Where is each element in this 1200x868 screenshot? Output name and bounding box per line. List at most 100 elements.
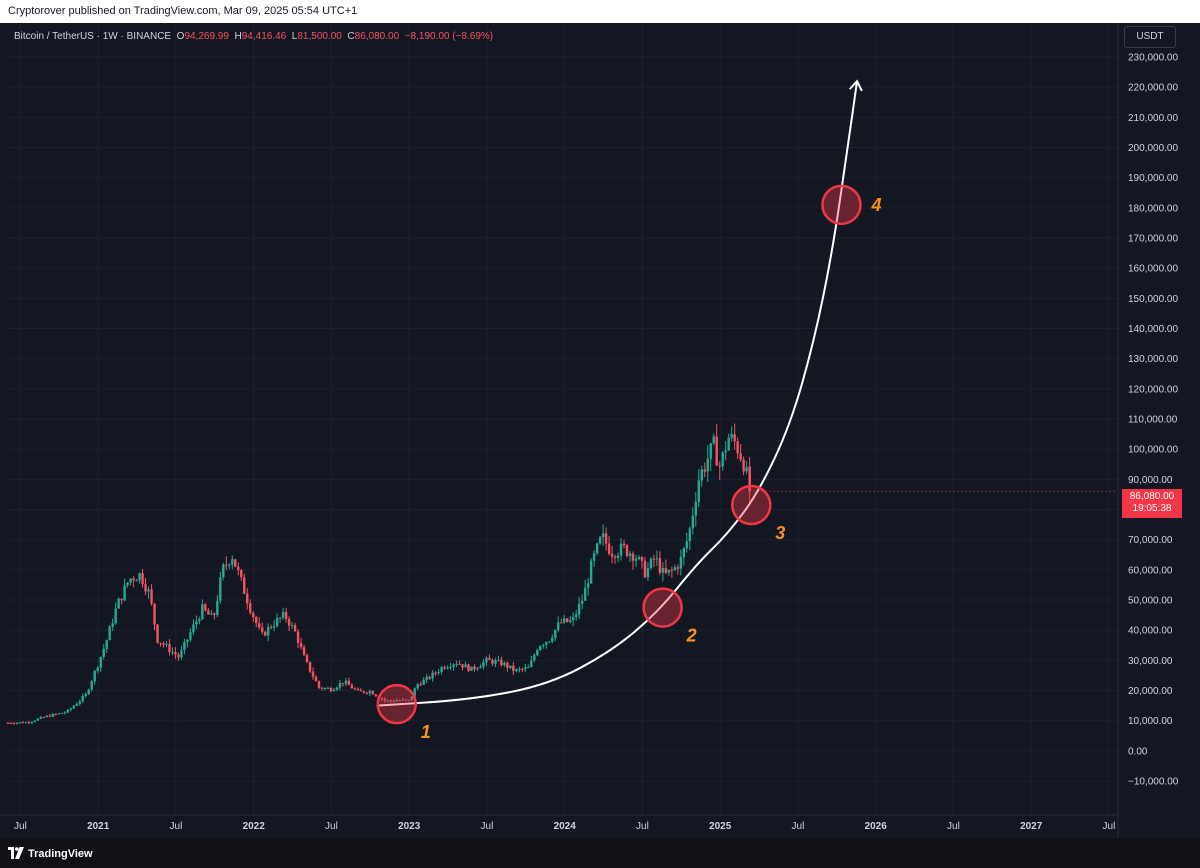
x-tick-label: 2021 bbox=[87, 821, 110, 832]
candle bbox=[691, 515, 694, 529]
candle bbox=[99, 656, 102, 668]
x-tick-label: Jul bbox=[481, 821, 494, 832]
candle bbox=[595, 543, 599, 554]
candle bbox=[338, 683, 342, 688]
candle bbox=[135, 580, 138, 582]
candle bbox=[733, 434, 736, 442]
candle bbox=[533, 655, 536, 661]
candle bbox=[153, 603, 156, 625]
candle bbox=[165, 643, 168, 645]
marker-label-3: 3 bbox=[775, 523, 785, 543]
candle bbox=[398, 700, 401, 702]
y-tick-label: 170,000.00 bbox=[1128, 234, 1178, 245]
candle bbox=[195, 621, 198, 625]
candle bbox=[470, 666, 473, 671]
candle bbox=[102, 648, 105, 657]
candle bbox=[386, 700, 389, 702]
publish-bar: Cryptorover published on TradingView.com… bbox=[0, 0, 1200, 23]
marker-circle-4 bbox=[821, 184, 862, 226]
candle bbox=[305, 655, 309, 662]
candle bbox=[742, 459, 745, 472]
candle bbox=[736, 441, 739, 454]
markers: 1 2 3 4 bbox=[376, 184, 881, 742]
candle bbox=[350, 684, 354, 689]
candle bbox=[341, 683, 345, 685]
low-label: L bbox=[291, 31, 298, 42]
currency-unit-button[interactable]: USDT bbox=[1124, 26, 1176, 48]
y-tick-label: 30,000.00 bbox=[1128, 656, 1173, 667]
candle bbox=[709, 443, 712, 459]
candle bbox=[189, 632, 192, 640]
candle bbox=[706, 458, 709, 472]
candle bbox=[123, 585, 126, 601]
candle bbox=[362, 691, 366, 693]
x-tick-label: 2025 bbox=[709, 821, 732, 832]
candle bbox=[138, 573, 141, 581]
candle bbox=[269, 626, 273, 628]
candle bbox=[395, 700, 398, 702]
candle bbox=[69, 708, 72, 710]
chart-area[interactable] bbox=[0, 23, 1200, 838]
candle bbox=[108, 626, 111, 641]
candle bbox=[577, 603, 581, 615]
candle bbox=[431, 672, 434, 679]
y-tick-label: 110,000.00 bbox=[1128, 415, 1178, 426]
y-tick-label: −10,000.00 bbox=[1128, 777, 1179, 788]
y-tick-label: 40,000.00 bbox=[1128, 626, 1173, 637]
candle bbox=[437, 672, 440, 674]
candle bbox=[326, 687, 330, 689]
candle bbox=[545, 642, 548, 646]
candle bbox=[670, 569, 674, 571]
candle bbox=[607, 543, 611, 554]
candle bbox=[509, 665, 512, 668]
candle bbox=[655, 558, 659, 560]
candle bbox=[416, 684, 419, 689]
candle bbox=[168, 643, 171, 653]
candle bbox=[186, 639, 189, 643]
candle bbox=[619, 543, 623, 556]
symbol-legend: Bitcoin / TetherUS · 1W · BINANCE O94,26… bbox=[14, 31, 493, 42]
candle bbox=[51, 714, 55, 717]
candle bbox=[201, 604, 204, 620]
open-label: O bbox=[176, 31, 185, 42]
candle bbox=[467, 664, 470, 671]
candle bbox=[9, 722, 13, 724]
candle bbox=[464, 664, 467, 668]
candle bbox=[697, 480, 700, 502]
high-value: 94,416.46 bbox=[241, 31, 287, 42]
candle bbox=[521, 668, 524, 670]
candle bbox=[96, 667, 99, 671]
y-tick-label: 100,000.00 bbox=[1128, 445, 1178, 456]
low-value: 81,500.00 bbox=[297, 31, 342, 42]
candle bbox=[503, 662, 506, 666]
candle bbox=[234, 559, 237, 567]
candle bbox=[682, 548, 686, 558]
marker-label-2: 2 bbox=[686, 626, 697, 646]
candle bbox=[39, 716, 43, 719]
candle bbox=[323, 687, 327, 689]
x-tick-label: 2023 bbox=[398, 821, 421, 832]
x-tick-label: 2022 bbox=[243, 821, 266, 832]
candle bbox=[302, 647, 306, 656]
marker-label-1: 1 bbox=[421, 722, 431, 742]
candle bbox=[646, 568, 650, 578]
candle bbox=[634, 558, 638, 561]
candle bbox=[673, 567, 677, 570]
candle bbox=[114, 608, 117, 624]
candle bbox=[12, 723, 16, 725]
arrow-head bbox=[848, 79, 863, 92]
y-tick-label: 150,000.00 bbox=[1128, 294, 1178, 305]
grid bbox=[8, 23, 1118, 815]
x-tick-label: 2027 bbox=[1020, 821, 1043, 832]
candle bbox=[72, 705, 75, 709]
candle bbox=[207, 610, 210, 615]
marker-circle-3 bbox=[731, 484, 772, 526]
candle bbox=[144, 584, 147, 592]
candle bbox=[512, 665, 515, 672]
candle bbox=[117, 598, 120, 609]
price-chart[interactable]: 1 2 3 4 230,000.00 220,000.00 210,000.00 200,0… bbox=[0, 23, 1200, 838]
candle bbox=[401, 699, 404, 701]
close-label: C bbox=[347, 31, 355, 42]
candle bbox=[120, 598, 123, 601]
symbol-name: Bitcoin / TetherUS · 1W · BINANCE bbox=[14, 31, 172, 42]
